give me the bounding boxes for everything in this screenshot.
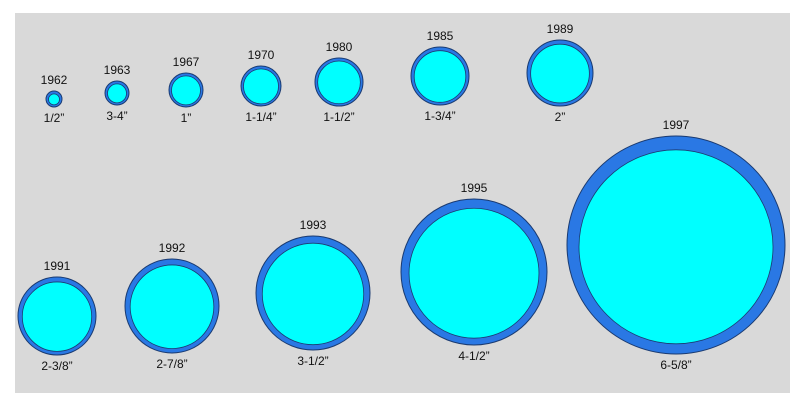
size-label: 4-1/2” (458, 349, 489, 363)
size-label: 1/2” (44, 111, 65, 125)
year-label: 1997 (663, 118, 690, 132)
year-label: 1985 (427, 29, 454, 43)
year-label: 1967 (173, 55, 200, 69)
year-label: 1970 (248, 48, 275, 62)
pipe-bore (129, 264, 215, 350)
size-label: 2-3/8” (41, 359, 72, 373)
year-label: 1963 (104, 63, 131, 77)
year-label: 1989 (547, 22, 574, 36)
year-label: 1993 (300, 218, 327, 232)
size-label: 2-7/8” (156, 357, 187, 371)
pipe-bore (530, 43, 590, 104)
size-label: 6-5/8” (660, 358, 691, 372)
pipe-bore (243, 68, 279, 105)
year-label: 1995 (461, 181, 488, 195)
size-label: 3-4” (106, 109, 127, 123)
year-label: 1992 (159, 241, 186, 255)
size-label: 1-3/4” (424, 109, 455, 123)
size-label: 3-1/2” (297, 354, 328, 368)
size-label: 2” (555, 110, 566, 124)
size-label: 1-1/2” (323, 110, 354, 124)
pipe-bore (408, 207, 540, 339)
pipe-bore (171, 75, 201, 106)
size-label: 1-1/4” (245, 110, 276, 124)
size-label: 1” (181, 111, 192, 125)
pipe-bore (21, 281, 93, 352)
pipe-bore (578, 149, 774, 345)
pipe-bore (107, 83, 127, 104)
year-label: 1980 (326, 40, 353, 54)
pipe-bore (261, 242, 365, 346)
year-label: 1991 (44, 259, 71, 273)
pipe-bore (317, 60, 361, 105)
year-label: 1962 (41, 73, 68, 87)
pipe-bore (413, 50, 467, 103)
pipe-bore (48, 93, 60, 106)
